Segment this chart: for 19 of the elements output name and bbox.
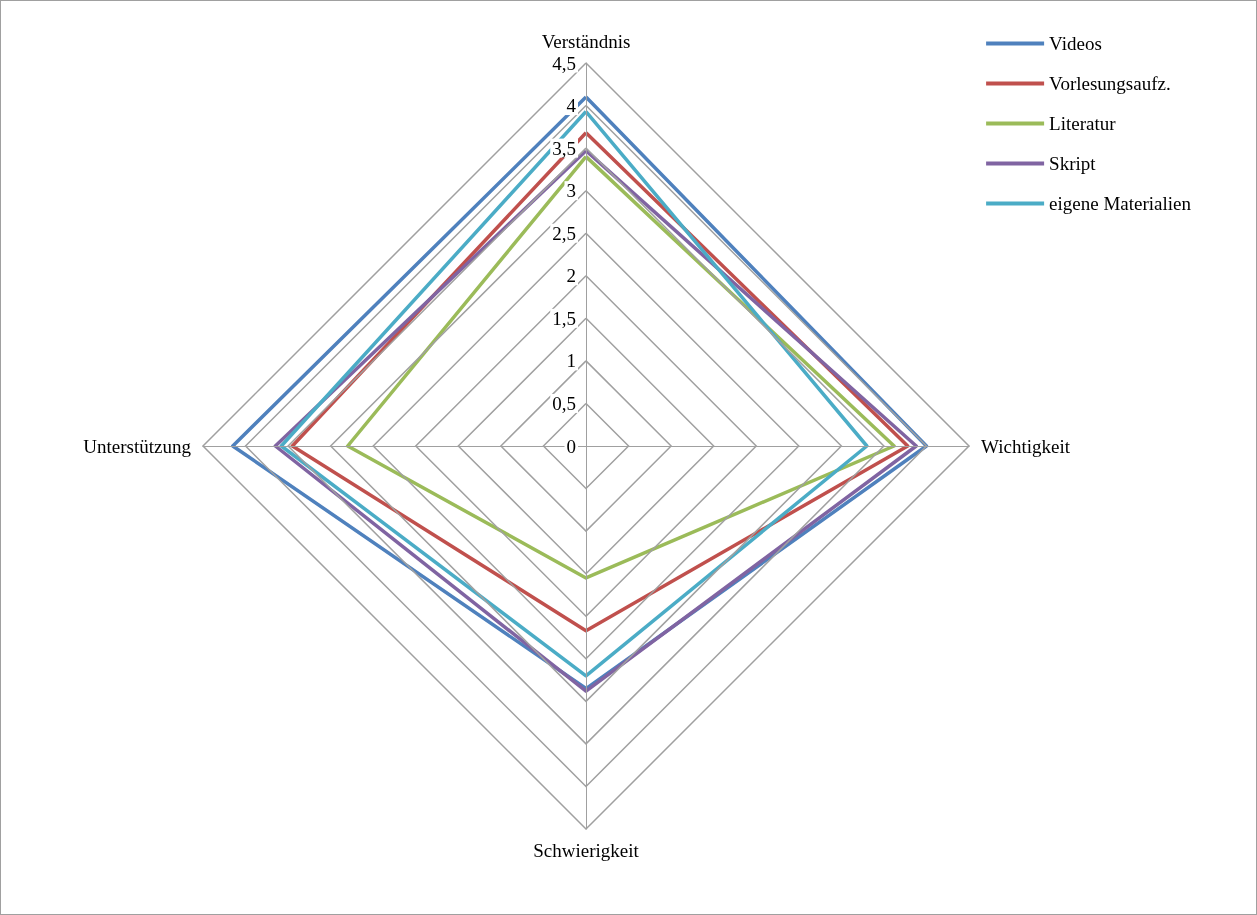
legend-label: Literatur [1049,113,1117,134]
y-tick-label: 3,5 [552,137,576,159]
legend-label: Videos [1049,33,1102,54]
legend-label: Vorlesungsaufz. [1049,73,1171,94]
y-tick-label: 0,5 [552,392,576,414]
y-tick-label: 2 [566,265,576,287]
y-tick-label: 1 [566,350,576,372]
y-tick-label: 4 [566,95,577,117]
y-tick-label: 0 [566,435,576,457]
y-tick-label: 3 [566,180,576,202]
legend-label: eigene Materialien [1049,193,1192,214]
legend-label: Skript [1049,153,1097,174]
spoke-label: Verständnis [541,31,631,52]
y-tick-label: 2,5 [552,222,576,244]
spoke-label: Schwierigkeit [533,840,640,861]
spoke-label: Unterstützung [83,435,192,457]
y-tick-label: 1,5 [552,307,576,329]
y-tick-label: 4,5 [552,52,576,74]
spoke-label: Wichtigkeit [981,435,1071,457]
